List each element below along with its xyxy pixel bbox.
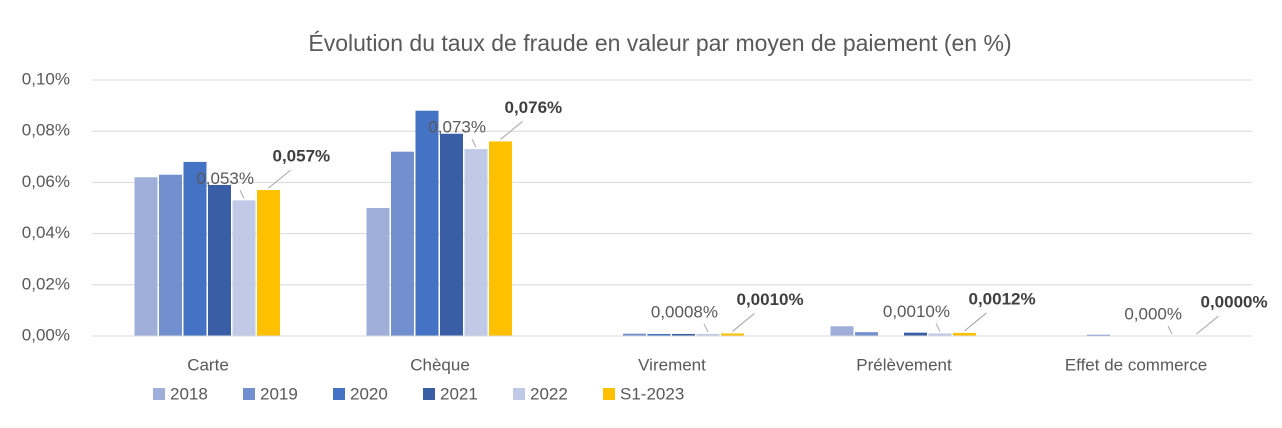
x-tick-label: Chèque [410,355,470,374]
bar [672,333,695,336]
bar [366,208,390,336]
y-tick-label: 0,06% [22,172,70,191]
bar [696,333,720,336]
bar [159,174,182,336]
leader-line [935,323,941,332]
data-label: 0,057% [273,147,331,166]
leader-line [1167,325,1173,335]
legend-swatch [603,388,615,400]
legend-swatch [423,388,435,400]
y-tick-label: 0,04% [22,223,70,242]
bar [953,332,976,336]
data-label: 0,0010% [737,290,804,309]
bar [1087,334,1110,336]
bar [134,177,158,336]
bar [855,332,878,336]
data-label: 0,073% [428,118,486,137]
bar [464,149,488,336]
legend-label: S1-2023 [620,384,684,403]
x-tick-label: Prélèvement [856,355,952,374]
bar [391,151,414,336]
data-label: 0,0000% [1201,292,1268,311]
leader-line [239,190,245,199]
chart-title: Évolution du taux de fraude en valeur pa… [308,30,1011,56]
bar [830,326,854,336]
leader-line [1196,315,1219,335]
leader-line [268,169,291,189]
legend-label: 2018 [170,384,208,403]
bar [928,333,952,336]
bar [232,200,256,336]
bar [721,333,744,336]
y-tick-label: 0,10% [22,69,70,88]
legend-label: 2019 [260,384,298,403]
x-tick-label: Effet de commerce [1065,355,1207,374]
y-tick-label: 0,02% [22,274,70,293]
legend-label: 2020 [350,384,388,403]
x-tick-label: Virement [638,355,706,374]
bar [904,332,927,336]
data-label: 0,000% [1124,304,1182,323]
leader-line [500,121,523,140]
legend-swatch [153,388,165,400]
bar [489,141,512,336]
leader-line [964,312,987,332]
legend-swatch [243,388,255,400]
bar [623,333,646,336]
y-tick-label: 0,08% [22,121,70,140]
data-label: 0,0012% [969,289,1036,308]
data-label: 0,0008% [651,302,718,321]
legend-label: 2021 [440,384,478,403]
x-tick-label: Carte [187,355,229,374]
legend-swatch [333,388,345,400]
bar [647,333,671,336]
leader-line [471,138,477,148]
bar [440,133,463,336]
data-label: 0,076% [505,98,563,117]
legend-label: 2022 [530,384,568,403]
bar [257,190,280,336]
legend-swatch [513,388,525,400]
data-label: 0,0010% [883,302,950,321]
leader-line [732,313,755,332]
data-label: 0,053% [196,169,254,188]
bar [415,110,439,336]
bar [183,161,207,336]
leader-line [703,323,709,333]
bar [208,184,231,336]
y-tick-label: 0,00% [22,325,70,344]
